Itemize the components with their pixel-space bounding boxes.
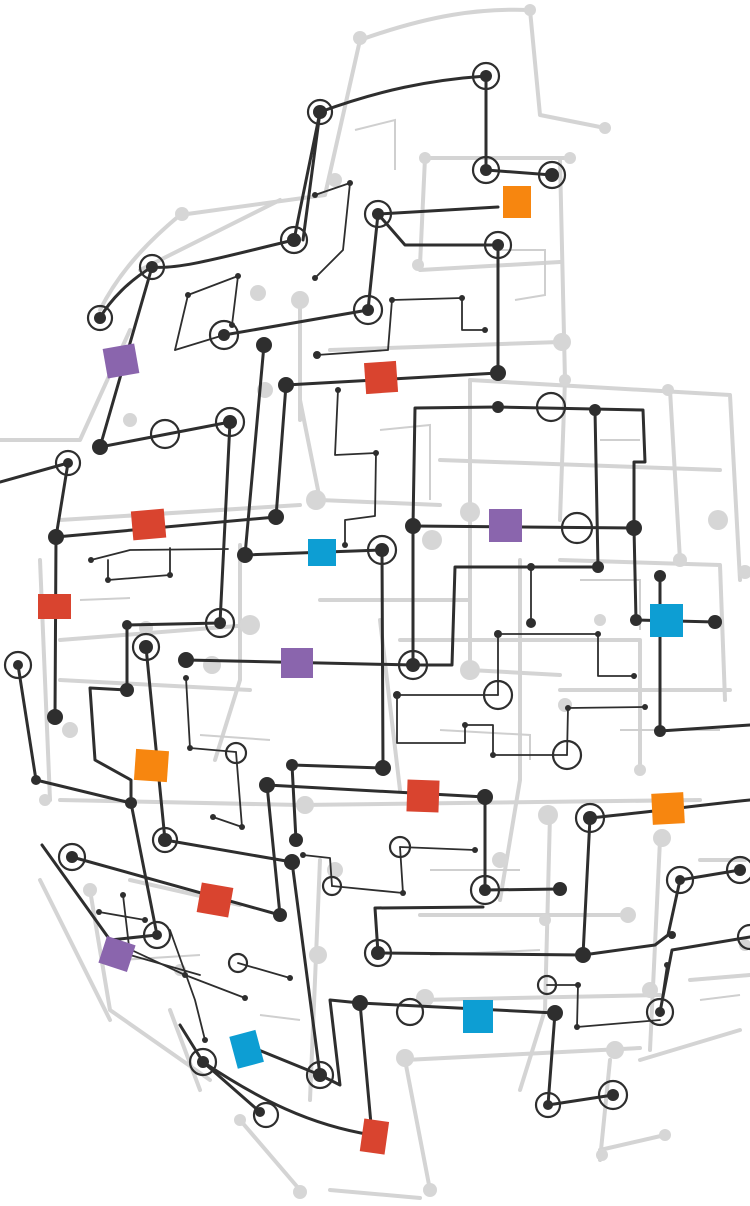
foreground-junction-nodes [13, 70, 746, 1117]
foreground-thin-traces [90, 182, 668, 1041]
foreground-circuit-traces [0, 74, 750, 1137]
background-thin-traces [79, 118, 741, 1021]
background-circuit-traces [0, 7, 750, 1200]
purple-chips [98, 343, 522, 972]
foreground-ring-terminals [3, 61, 750, 1129]
red-chips [38, 360, 440, 1155]
orange-chips [133, 186, 685, 825]
blue-chips [229, 539, 683, 1069]
